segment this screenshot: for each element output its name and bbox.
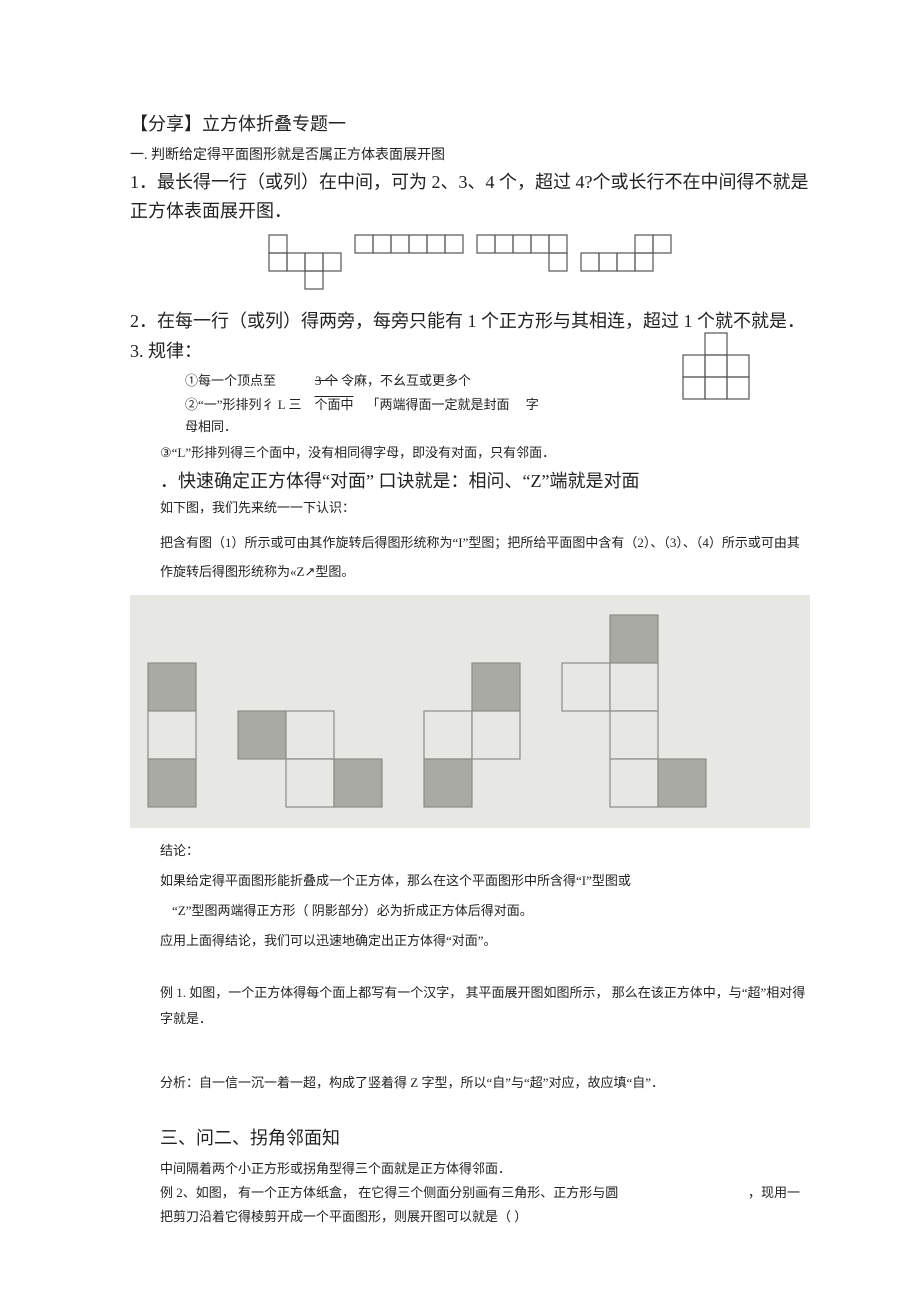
page-title: 【分享】立方体折叠专题一: [130, 110, 810, 136]
example2-block: 例 2、如图， 有一个正方体纸盒， 在它得三个侧面分别画有三角形、正方形与圆 ，…: [130, 1182, 810, 1204]
conclusion-p2: “Z”型图两端得正方形（ 阴影部分）必为折成正方体后得对面。: [130, 900, 810, 922]
section1-heading: 一. 判断给定得平面图形就是否属正方体表面展开图: [130, 144, 810, 164]
small-net-diagram: [682, 332, 750, 400]
rule-3-figure: [682, 332, 750, 405]
example1-p2: 分析：自一信一沉一着一超，构成了竖着得 Z 字型，所以“自”与“超”对应，故应填…: [130, 1072, 810, 1094]
rule-3a-left: ①每一个顶点至: [185, 373, 276, 388]
rule-3b-mid: 个面中: [315, 397, 354, 412]
figure-row-1: [130, 234, 810, 295]
conclusion-p3: 应用上面得结论，我们可以迅速地确定出正方体得“对面”。: [130, 930, 810, 952]
rule-3a: ①每一个顶点至 3 个 令麻，不幺互或更多个: [130, 370, 550, 392]
section2-intro: 如下图，我们先来统一一下认识：: [130, 497, 810, 519]
section3-heading: 三、问二、拐角邻面知: [130, 1124, 810, 1150]
rule-2: 2．在每一行（或列）得两旁，每旁只能有 1 个正方形与其相连，超过 1 个就不就…: [130, 307, 810, 336]
nets-diagram-1: [268, 234, 672, 290]
rule-3c: ③“L”形排列得三个面中，没有相同得字母，即没有对面，只有邻面．: [130, 442, 810, 464]
section2-p1: 把含有图（1）所示或可由其作旋转后得图形统称为“I”型图；把所给平面图中含有（2…: [130, 529, 810, 586]
conclusion-p1: 如果给定得平面图形能折叠成一个正方体，那么在这个平面图形中所含得“I”型图或: [130, 870, 810, 892]
section3-p3: 把剪刀沿着它得棱剪开成一个平面图形，则展开图可以就是（ ）: [130, 1206, 810, 1228]
rule-3a-right: 令麻，不幺互或更多个: [341, 373, 471, 388]
rule-3b: ②“一”形排列彳 L 三 个面中 「两端得面一定就是封面 字母相同．: [130, 394, 550, 438]
conclusion-label: 结论：: [130, 840, 810, 862]
rule-3a-mid: 3 个: [315, 373, 338, 388]
section3-p1: 中间隔着两个小正方形或拐角型得三个面就是正方体得邻面．: [130, 1158, 810, 1180]
rule-3-block: 3. 规律： ①每一个顶点至 3 个 令麻，不幺互或更多个 ②“一”形排列彳 L…: [130, 337, 810, 464]
rule-3b-right: 「两端得面一定就是封面: [367, 397, 510, 412]
example1-p1: 例 1. 如图，一个正方体得每个面上都写有一个汉字， 其平面展开图如图所示， 那…: [130, 980, 810, 1032]
example2-tail: ，现用一: [748, 1182, 800, 1201]
example2-main: 例 2、如图， 有一个正方体纸盒， 在它得三个侧面分别画有三角形、正方形与圆: [160, 1182, 690, 1204]
gray-figure-panel: [130, 595, 810, 828]
document-page: 【分享】立方体折叠专题一 一. 判断给定得平面图形就是否属正方体表面展开图 1．…: [0, 0, 920, 1290]
rule-1: 1．最长得一行（或列）在中间，可为 2、3、4 个，超过 4?个或长行不在中间得…: [130, 168, 810, 226]
section2-heading: ．快速确定正方体得“对面” 口诀就是：相问、“Z”端就是对面: [130, 467, 810, 496]
i-z-shapes-diagram: [142, 613, 714, 809]
rule-3b-left: ②“一”形排列彳 L 三: [185, 397, 302, 412]
